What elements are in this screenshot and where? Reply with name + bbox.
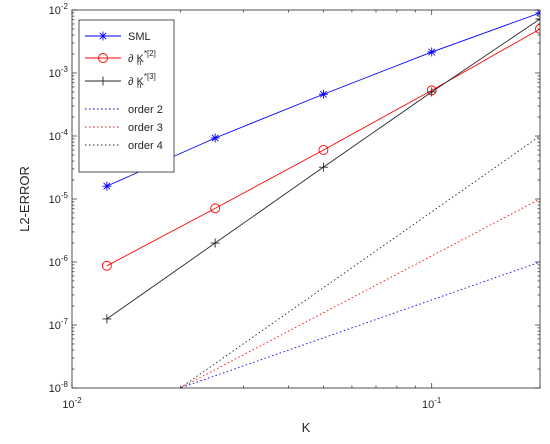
data-point <box>427 47 437 57</box>
legend-item: order 4 <box>85 140 163 152</box>
y-tick-label: 10-6 <box>49 254 69 269</box>
data-point <box>535 14 540 24</box>
data-point <box>102 181 112 191</box>
x-axis-label: K <box>302 420 311 435</box>
legend-marker <box>98 53 108 63</box>
legend-label-sub: n <box>137 58 141 67</box>
y-tick-label: 10-4 <box>49 128 69 143</box>
data-point <box>318 145 329 155</box>
data-point <box>535 24 540 34</box>
series-2 <box>101 24 540 271</box>
x-tick-label: 10-1 <box>422 396 442 411</box>
legend-marker <box>98 31 108 41</box>
legend-label: SML <box>128 31 151 43</box>
tick-layer: 10-2 10-1 10-8 10-7 10-6 10-5 10-4 10-3 10-2 <box>49 2 541 411</box>
y-tick-label: 10-2 <box>49 2 69 17</box>
data-point <box>210 238 220 248</box>
y-tick-label: 10-3 <box>49 65 69 80</box>
series-5 <box>179 198 540 388</box>
data-point <box>318 89 328 99</box>
legend-item: order 2 <box>85 104 163 116</box>
series-line <box>106 28 540 267</box>
legend-box <box>78 19 175 173</box>
x-tick-label: 10-2 <box>62 396 82 411</box>
series-line <box>178 261 540 388</box>
legend-label-sub: n <box>137 81 141 90</box>
legend-item: ∂ K*[2]n <box>85 49 156 67</box>
series-3 <box>102 14 540 324</box>
series-line <box>179 198 540 388</box>
y-axis-label: L2-ERROR <box>17 166 32 232</box>
y-tick-label: 10-8 <box>49 380 69 395</box>
legend-item: SML <box>85 31 151 43</box>
legend-label: order 2 <box>128 104 163 116</box>
legend-marker <box>98 76 108 86</box>
series-4 <box>178 261 540 388</box>
legend-label: order 3 <box>128 122 163 134</box>
series-line <box>179 135 540 388</box>
legend-label: ∂ K*[2] <box>128 49 156 65</box>
legend-label: order 4 <box>128 140 163 152</box>
y-tick-label: 10-7 <box>49 317 69 332</box>
series-6 <box>179 135 540 388</box>
y-tick-label: 10-5 <box>49 191 69 206</box>
legend-item: order 3 <box>85 122 163 134</box>
data-point <box>101 260 112 271</box>
data-point <box>318 162 328 172</box>
legend-item: ∂ K*[3]n <box>85 72 156 90</box>
data-point <box>102 314 112 324</box>
series-layer <box>101 10 540 388</box>
legend-label: ∂ K*[3] <box>128 72 156 88</box>
data-point <box>210 133 220 143</box>
data-point <box>427 87 437 97</box>
data-point <box>210 203 221 214</box>
series-1 <box>102 10 540 191</box>
